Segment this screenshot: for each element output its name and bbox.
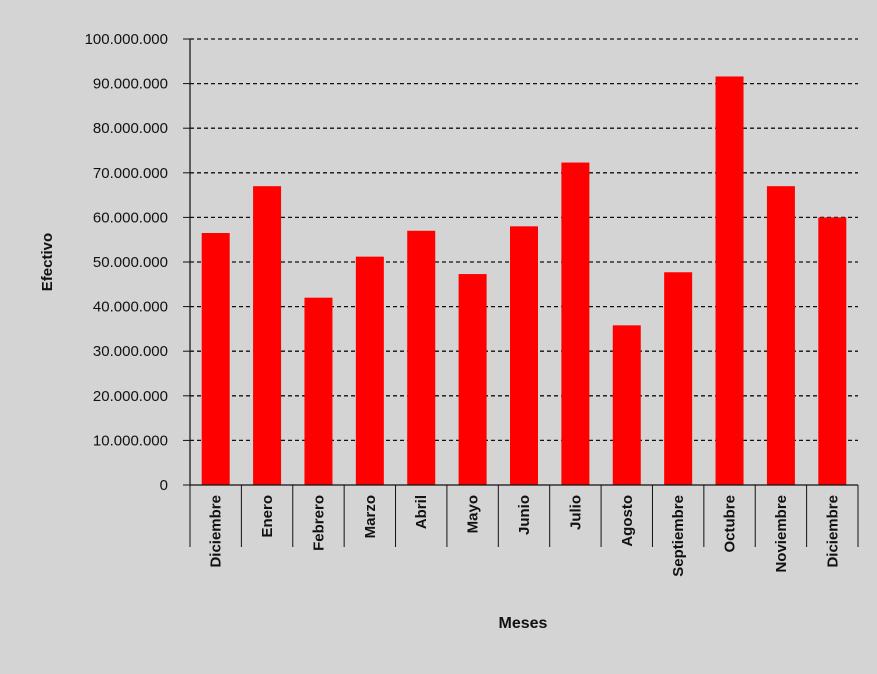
bar (561, 162, 590, 486)
x-tick-label: Marzo (362, 495, 379, 538)
bar (253, 186, 282, 485)
x-tick-label: Febrero (310, 495, 327, 551)
y-tick-label: 40.000.000 (93, 299, 168, 316)
y-tick-label: 90.000.000 (93, 76, 168, 93)
gridlines (190, 38, 858, 442)
x-tick-label: Agosto (619, 495, 636, 547)
y-tick-label: 100.000.000 (85, 31, 168, 48)
y-axis-title: Efectivo (39, 233, 56, 291)
bar (766, 186, 795, 485)
bar (612, 325, 641, 485)
bar (201, 233, 230, 485)
bar (458, 274, 487, 485)
bar (664, 272, 693, 485)
x-tick-label: Enero (259, 495, 276, 538)
y-tick-label: 20.000.000 (93, 388, 168, 405)
bar (355, 256, 384, 485)
x-tick-label: Abril (413, 495, 430, 529)
x-tick-label: Septiembre (670, 495, 687, 577)
y-tick-label: 80.000.000 (93, 120, 168, 137)
x-tick-label: Noviembre (773, 495, 790, 573)
bar (407, 230, 436, 485)
bar (715, 76, 744, 486)
y-tick-label: 60.000.000 (93, 209, 168, 226)
y-tick-label: 70.000.000 (93, 165, 168, 182)
x-tick-label: Diciembre (824, 495, 841, 568)
y-tick-labels: 0 10.000.000 20.000.000 30.000.000 40.000.00… (85, 31, 168, 494)
bar (304, 297, 333, 485)
bars (201, 76, 847, 486)
y-tick-label: 50.000.000 (93, 254, 168, 271)
x-tick-label: Octubre (722, 495, 739, 553)
y-tick-label: 30.000.000 (93, 343, 168, 360)
x-tick-label: Julio (567, 495, 584, 530)
x-tick-label: Junio (516, 495, 533, 535)
bar (510, 226, 538, 485)
bar (818, 217, 847, 485)
y-tick-label: 10.000.000 (93, 432, 168, 449)
axes (183, 38, 859, 547)
x-tick-label: Diciembre (208, 495, 225, 568)
y-tick-label: 0 (160, 477, 168, 494)
x-tick-labels: Diciembre Enero Febrero Marzo Abril Mayo Junio… (208, 495, 842, 577)
x-axis-title: Meses (499, 615, 548, 632)
x-tick-label: Mayo (465, 495, 482, 533)
